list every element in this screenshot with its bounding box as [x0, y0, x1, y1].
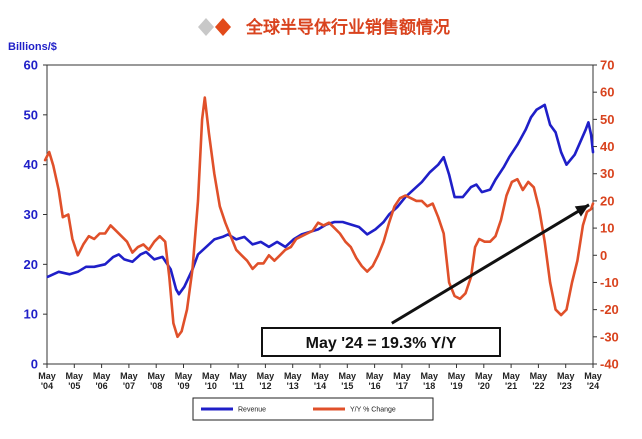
x-tick-label-15-year: '19: [450, 381, 462, 391]
x-tick-label-3-year: '07: [123, 381, 135, 391]
x-tick-label-12-month: May: [366, 371, 384, 381]
x-tick-label-7-month: May: [229, 371, 247, 381]
x-tick-label-7-year: '11: [232, 381, 244, 391]
x-tick-label-17-year: '21: [505, 381, 517, 391]
x-tick-label-2-month: May: [93, 371, 111, 381]
left-tick-label-1: 10: [24, 307, 38, 322]
title-logo-icon: [198, 18, 231, 36]
x-tick-label-20-year: '24: [587, 381, 599, 391]
annotation-box: [261, 327, 501, 357]
x-tick-label-0-year: '04: [41, 381, 53, 391]
left-tick-label-4: 40: [24, 157, 38, 172]
legend: Revenue Y/Y % Change: [192, 397, 434, 421]
right-tick-label-4: 0: [600, 248, 607, 263]
x-tick-label-1-year: '05: [68, 381, 80, 391]
x-tick-label-6-year: '10: [205, 381, 217, 391]
x-tick-label-4-month: May: [147, 371, 165, 381]
chart-title: 全球半导体行业销售额情况: [245, 17, 450, 38]
right-axis: -40 -30 -20 -10 0 10 20 30 40 50 60 70: [593, 58, 619, 372]
x-axis: May'04May'05May'06May'07May'08May'09May'…: [38, 364, 602, 391]
x-tick-label-13-year: '17: [396, 381, 408, 391]
x-tick-label-10-year: '14: [314, 381, 326, 391]
right-tick-label-0: -40: [600, 357, 619, 372]
right-tick-label-2: -20: [600, 302, 619, 317]
x-tick-label-5-month: May: [175, 371, 193, 381]
annotation-arrow-line: [391, 203, 590, 325]
left-axis-unit: Billions/$: [8, 41, 57, 53]
right-tick-label-3: -10: [600, 275, 619, 290]
series-line-0: [46, 103, 595, 296]
right-tick-label-6: 20: [600, 193, 614, 208]
x-tick-label-4-year: '08: [150, 381, 162, 391]
right-tick-label-5: 10: [600, 221, 614, 236]
left-tick-label-0: 0: [31, 357, 38, 372]
x-tick-label-18-year: '22: [532, 381, 544, 391]
x-tick-label-16-month: May: [475, 371, 493, 381]
legend-label-revenue: Revenue: [238, 407, 266, 414]
annotation: May '24 = 19.3% Y/Y: [261, 203, 590, 357]
plot-frame: [46, 64, 594, 365]
x-tick-label-18-month: May: [530, 371, 548, 381]
x-tick-label-14-month: May: [420, 371, 438, 381]
x-tick-label-19-month: May: [557, 371, 575, 381]
annotation-text: May '24 = 19.3% Y/Y: [306, 335, 457, 352]
right-tick-label-8: 40: [600, 139, 614, 154]
x-tick-label-19-year: '23: [560, 381, 572, 391]
x-tick-label-2-year: '06: [96, 381, 108, 391]
x-tick-label-11-month: May: [339, 371, 357, 381]
left-tick-label-6: 60: [24, 58, 38, 73]
x-tick-label-5-year: '09: [177, 381, 189, 391]
left-tick-label-3: 30: [24, 207, 38, 222]
x-tick-label-9-year: '13: [287, 381, 299, 391]
right-tick-label-7: 30: [600, 166, 614, 181]
grid: [46, 64, 594, 365]
x-tick-label-15-month: May: [448, 371, 466, 381]
x-tick-label-14-year: '18: [423, 381, 435, 391]
right-tick-label-1: -30: [600, 329, 619, 344]
x-tick-label-3-month: May: [120, 371, 138, 381]
x-tick-label-8-year: '12: [259, 381, 271, 391]
x-tick-label-8-month: May: [257, 371, 275, 381]
x-tick-label-10-month: May: [311, 371, 329, 381]
x-tick-label-1-month: May: [66, 371, 84, 381]
left-tick-label-5: 50: [24, 107, 38, 122]
x-tick-label-12-year: '16: [369, 381, 381, 391]
left-axis: 0 10 20 30 40 50 60: [24, 58, 47, 372]
x-tick-label-9-month: May: [284, 371, 302, 381]
x-tick-label-6-month: May: [202, 371, 220, 381]
series-line-1: [43, 96, 595, 339]
x-tick-label-17-month: May: [502, 371, 520, 381]
x-tick-label-20-month: May: [584, 371, 602, 381]
x-tick-label-16-year: '20: [478, 381, 490, 391]
x-tick-label-11-year: '15: [341, 381, 353, 391]
annotation-arrowhead: [574, 204, 589, 217]
right-tick-label-11: 70: [600, 58, 614, 73]
right-tick-label-10: 60: [600, 85, 614, 100]
x-tick-label-13-month: May: [393, 371, 411, 381]
header: 全球半导体行业销售额情况: [198, 17, 450, 38]
x-tick-label-0-month: May: [38, 371, 56, 381]
left-tick-label-2: 20: [24, 257, 38, 272]
legend-label-yy: Y/Y % Change: [350, 407, 396, 414]
right-tick-label-9: 50: [600, 112, 614, 127]
series-layer: [43, 96, 595, 339]
